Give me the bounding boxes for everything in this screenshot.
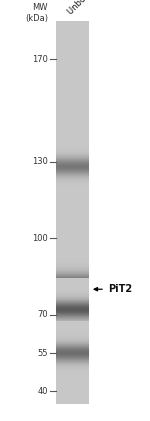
Bar [56, 21, 88, 404]
Text: 70: 70 [37, 310, 48, 319]
Text: 55: 55 [38, 349, 48, 357]
Text: 130: 130 [32, 157, 48, 166]
Text: 170: 170 [32, 55, 48, 64]
Text: MW
(kDa): MW (kDa) [25, 3, 48, 23]
Text: 100: 100 [32, 234, 48, 242]
Text: PiT2: PiT2 [108, 284, 132, 294]
Text: Unboiled U87-MG: Unboiled U87-MG [66, 0, 124, 17]
Text: 40: 40 [38, 387, 48, 396]
